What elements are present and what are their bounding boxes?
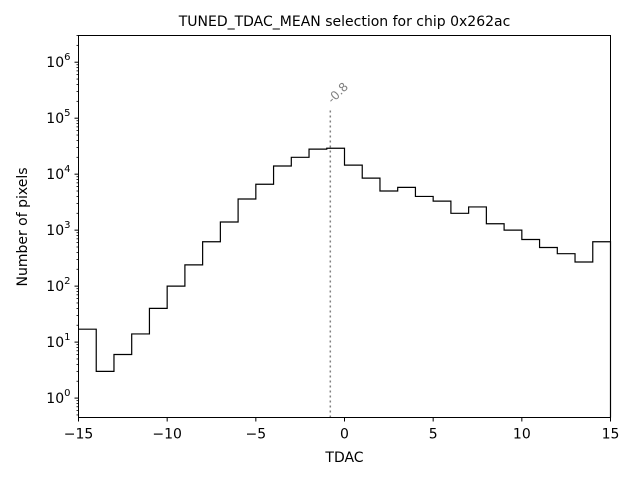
histogram-bin bbox=[415, 196, 433, 417]
histogram-bin bbox=[291, 157, 309, 417]
x-tick-label: −15 bbox=[64, 427, 94, 443]
histogram-bin bbox=[522, 240, 540, 418]
x-tick-label: 15 bbox=[602, 427, 620, 443]
histogram-bin bbox=[256, 184, 274, 417]
histogram-bin bbox=[96, 371, 114, 417]
x-tick-label: 5 bbox=[429, 427, 438, 443]
x-tick-label: −10 bbox=[152, 427, 182, 443]
histogram-bin bbox=[132, 334, 150, 418]
y-tick-label: 104 bbox=[46, 164, 70, 183]
histogram-bin bbox=[309, 149, 327, 417]
histogram-outline bbox=[78, 147, 612, 418]
reference-line-label: -0.8 bbox=[325, 80, 351, 106]
histogram-bin bbox=[486, 224, 504, 418]
histogram-bin bbox=[433, 201, 451, 417]
histogram-bin bbox=[149, 308, 167, 417]
y-tick-label: 101 bbox=[46, 332, 70, 351]
histogram-bin bbox=[469, 207, 487, 418]
histogram-bin bbox=[504, 230, 522, 417]
histogram-bin bbox=[327, 148, 345, 417]
histogram-bin bbox=[79, 329, 97, 417]
histogram-bin bbox=[274, 166, 292, 418]
histogram-bin bbox=[185, 265, 203, 418]
y-tick-label: 100 bbox=[46, 388, 70, 407]
histogram-bin bbox=[380, 191, 398, 417]
histogram-bin bbox=[398, 187, 416, 417]
y-tick-label: 105 bbox=[46, 108, 70, 127]
histogram-bin bbox=[593, 242, 611, 418]
x-axis-label: TDAC bbox=[324, 450, 363, 466]
plot-area: -0.8 bbox=[78, 80, 612, 418]
histogram-bin bbox=[345, 165, 363, 417]
histogram-bin bbox=[451, 213, 469, 417]
y-tick-label: 103 bbox=[46, 220, 70, 239]
y-tick-label: 102 bbox=[46, 276, 70, 295]
histogram-bin bbox=[575, 262, 593, 418]
x-tick-label: 10 bbox=[513, 427, 531, 443]
histogram-bin bbox=[238, 199, 256, 417]
x-tick-label: −5 bbox=[246, 427, 267, 443]
chart-title: TUNED_TDAC_MEAN selection for chip 0x262… bbox=[178, 14, 511, 30]
histogram-bin bbox=[540, 247, 558, 417]
histogram-bin bbox=[220, 222, 238, 418]
histogram-bin bbox=[362, 178, 380, 417]
y-axis-ticks: 100 101 102 103 104 105 106 bbox=[46, 35, 79, 416]
histogram-bin bbox=[203, 242, 221, 418]
x-axis-ticks: −15 −10 −5 0 5 10 15 bbox=[64, 417, 620, 443]
histogram-bin bbox=[557, 254, 575, 418]
y-axis-label: Number of pixels bbox=[15, 167, 31, 286]
histogram-bin bbox=[114, 355, 132, 418]
histogram-bin bbox=[167, 286, 185, 417]
x-tick-label: 0 bbox=[340, 427, 349, 443]
y-tick-label: 106 bbox=[46, 52, 70, 71]
